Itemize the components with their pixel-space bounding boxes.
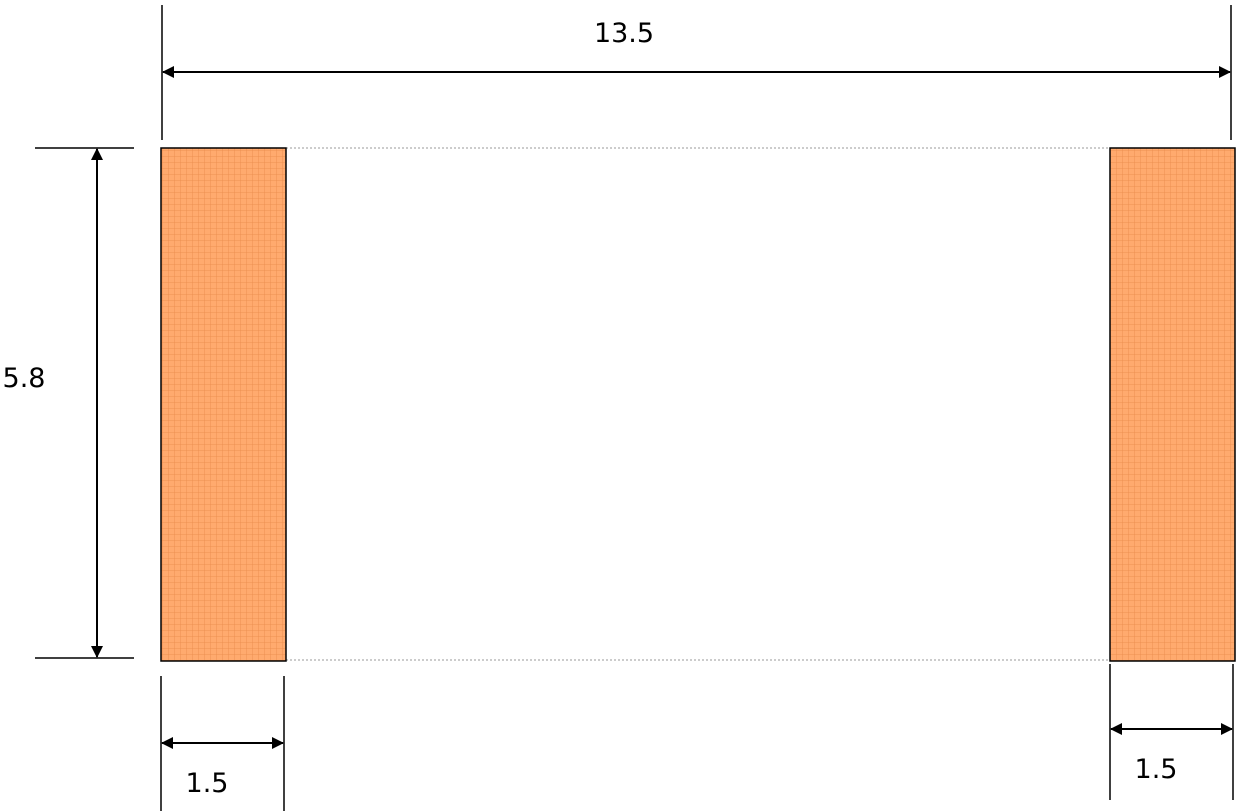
right-pad-width-dimension: 1.5 — [1109, 664, 1234, 800]
total-width-dimension: 13.5 — [161, 5, 1232, 140]
right-terminal-pad — [1109, 147, 1236, 662]
component-body — [286, 147, 1110, 661]
height-dimension: 5.8 — [3, 147, 134, 659]
right-pad-width-label: 1.5 — [1135, 754, 1178, 785]
left-terminal-pad — [160, 147, 287, 662]
total-width-label: 13.5 — [594, 18, 654, 49]
left-pad-width-dimension: 1.5 — [160, 676, 285, 811]
left-pad-width-label: 1.5 — [186, 768, 229, 799]
height-label: 5.8 — [3, 363, 46, 394]
